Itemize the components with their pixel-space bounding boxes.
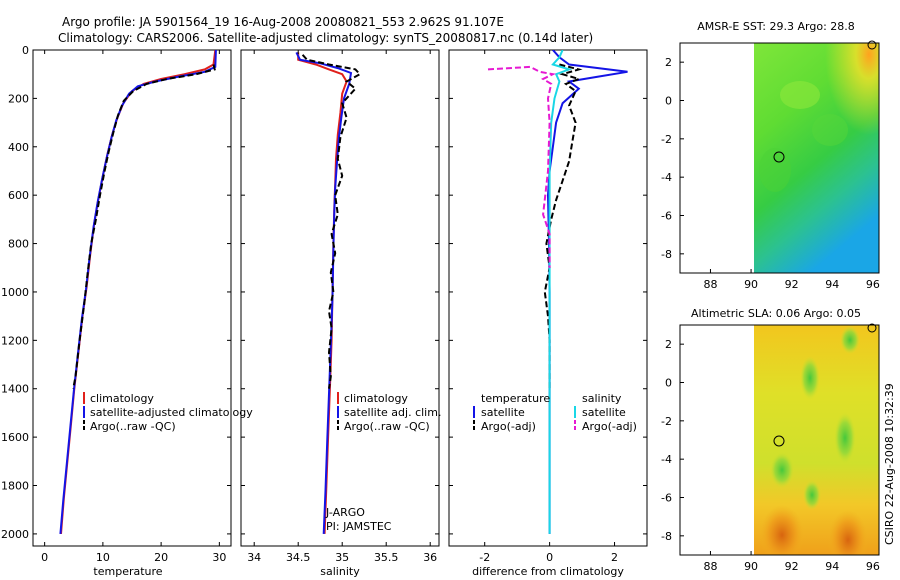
map-x-tick-label: 92: [785, 278, 799, 291]
map-y-tick-label: -4: [661, 453, 672, 466]
y-tick-label: 400: [8, 141, 29, 154]
map-y-tick-label: -4: [661, 171, 672, 184]
sst-map-axes: [679, 42, 880, 274]
map-y-tick-label: 2: [665, 56, 672, 69]
series-line-argo-raw-qc-: [301, 54, 362, 389]
y-tick-label: 1600: [1, 431, 29, 444]
map-x-tick-label: 88: [703, 278, 717, 291]
legend-header-salinity: salinity: [582, 392, 622, 405]
x-tick-label: 0: [41, 551, 48, 564]
legend-label: satellite adj. clim.: [344, 406, 441, 419]
map-x-tick-label: 96: [866, 560, 880, 573]
annotation-jargo: J-ARGO: [325, 506, 365, 519]
y-tick-label: 1200: [1, 334, 29, 347]
map-y-tick-label: -2: [661, 133, 672, 146]
x-tick-label: -2: [479, 551, 490, 564]
legend-label: Argo(-adj): [481, 420, 536, 433]
map-x-tick-label: 94: [825, 278, 839, 291]
csiro-timestamp: CSIRO 22-Aug-2008 10:32:39: [883, 383, 896, 545]
salinity-axes: [240, 49, 440, 547]
figure-subtitle: Climatology: CARS2006. Satellite-adjuste…: [58, 31, 593, 45]
map-x-tick-label: 92: [785, 560, 799, 573]
map-x-tick-label: 88: [703, 560, 717, 573]
sst-heatmap: [754, 43, 879, 273]
map-y-tick-label: 2: [665, 338, 672, 351]
map-x-tick-label: 90: [744, 560, 758, 573]
difference-legend: temperature satellite Argo(-adj) salinit…: [473, 392, 637, 433]
map-x-tick-label: 90: [744, 278, 758, 291]
y-tick-label: 1000: [1, 286, 29, 299]
y-tick-label: 800: [8, 238, 29, 251]
legend-label: Argo(..raw -QC): [344, 420, 430, 433]
sla-float-marker: [773, 435, 785, 447]
sla-map-axes: [679, 324, 880, 556]
sst-corner-marker: [867, 40, 877, 50]
x-tick-label: 34: [247, 551, 261, 564]
temperature-axes: [32, 49, 232, 547]
y-tick-label: 1800: [1, 480, 29, 493]
series-line-satellite-adjusted-climatology: [59, 50, 217, 534]
x-tick-label: 36: [423, 551, 437, 564]
difference-xlabel: difference from climatology: [472, 565, 624, 578]
x-tick-label: 0: [546, 551, 553, 564]
map-y-tick-label: -8: [661, 248, 672, 261]
legend-label: Argo(..raw -QC): [90, 420, 176, 433]
legend-header-temperature: temperature: [481, 392, 550, 405]
map-y-tick-label: -6: [661, 492, 672, 505]
legend-label: satellite-adjusted climatology: [90, 406, 253, 419]
series-line-climatology: [60, 50, 217, 534]
sla-corner-marker: [867, 323, 877, 333]
map-y-tick-label: -6: [661, 210, 672, 223]
legend-label: climatology: [344, 392, 408, 405]
annotation-pi: PI: JAMSTEC: [326, 520, 392, 533]
sla-map-title: Altimetric SLA: 0.06 Argo: 0.05: [691, 307, 861, 320]
legend-label: satellite: [481, 406, 525, 419]
map-y-tick-label: 0: [665, 377, 672, 390]
legend-label: climatology: [90, 392, 154, 405]
series-line-salinity-argo-adj-: [487, 65, 557, 268]
legend-label: satellite: [582, 406, 626, 419]
series-line-climatology: [297, 52, 348, 534]
series-line-temperature-argo-adj-: [543, 63, 583, 389]
y-tick-label: 1400: [1, 383, 29, 396]
legend-label: Argo(-adj): [582, 420, 637, 433]
map-y-tick-label: 0: [665, 95, 672, 108]
sst-float-marker: [773, 151, 785, 163]
map-x-tick-label: 94: [825, 560, 839, 573]
map-y-tick-label: -2: [661, 415, 672, 428]
salinity-xlabel: salinity: [320, 565, 360, 578]
difference-axes: [448, 49, 648, 547]
temperature-legend: climatology satellite-adjusted climatolo…: [83, 392, 253, 433]
temperature-xlabel: temperature: [93, 565, 162, 578]
series-line-temperature-satellite: [546, 50, 628, 534]
y-tick-label: 600: [8, 189, 29, 202]
x-tick-label: 30: [212, 551, 226, 564]
sst-map-title: AMSR-E SST: 29.3 Argo: 28.8: [697, 20, 855, 33]
salinity-legend: climatology satellite adj. clim. Argo(..…: [337, 392, 441, 433]
x-tick-label: 35: [335, 551, 349, 564]
x-tick-label: 2: [611, 551, 618, 564]
series-line-salinity-satellite: [548, 50, 573, 534]
y-tick-label: 200: [8, 92, 29, 105]
x-tick-label: 35.5: [374, 551, 399, 564]
series-line-argo-raw-qc-: [72, 64, 216, 389]
figure-title: Argo profile: JA 5901564_19 16-Aug-2008 …: [62, 15, 504, 29]
series-line-satellite-adj-clim-: [295, 51, 353, 534]
x-tick-label: 10: [96, 551, 110, 564]
y-tick-label: 2000: [1, 528, 29, 541]
sla-heatmap: [754, 325, 879, 555]
x-tick-label: 34.5: [286, 551, 311, 564]
y-tick-label: 0: [22, 44, 29, 57]
map-y-tick-label: -8: [661, 530, 672, 543]
map-x-tick-label: 96: [866, 278, 880, 291]
x-tick-label: 20: [154, 551, 168, 564]
